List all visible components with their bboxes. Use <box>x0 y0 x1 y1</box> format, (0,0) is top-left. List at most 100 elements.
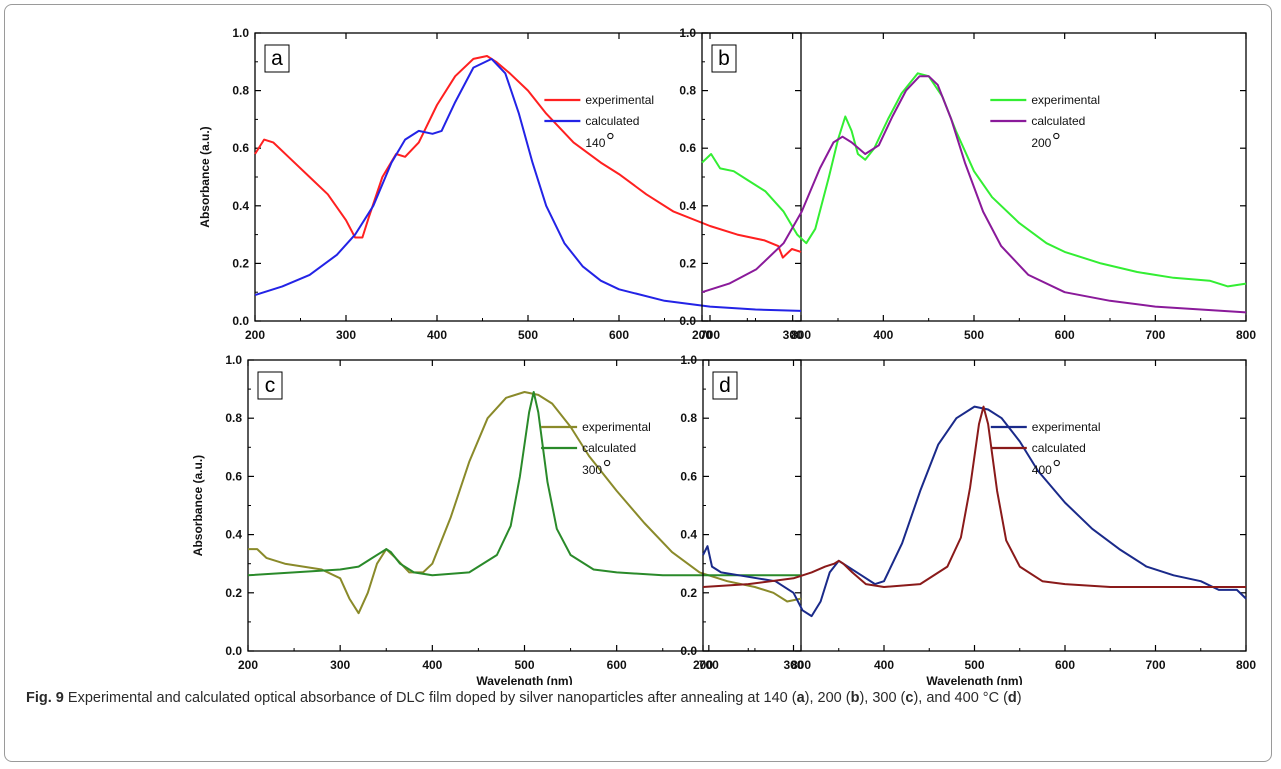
panel-d-series-experimental-line <box>702 405 1247 618</box>
panel-a-xtick-label: 200 <box>245 328 265 342</box>
panel-c-ytick-label: 0.0 <box>225 644 242 658</box>
panel-a-ytick-label: 0.8 <box>232 84 249 98</box>
panel-a-xtick-label: 300 <box>336 328 356 342</box>
panel-b-xtick-label: 500 <box>964 328 984 342</box>
panel-d-ytick-label: 0.4 <box>680 528 697 542</box>
panel-c-ytick-label: 0.8 <box>225 411 242 425</box>
panel-c-series-experimental-line <box>248 391 802 615</box>
panel-b-frame <box>701 32 1247 322</box>
panel-a-legend-label-calculated: calculated <box>585 114 639 128</box>
panel-a-ytick-label: 0.2 <box>232 256 249 270</box>
panel-a-xtick-label: 800 <box>791 328 811 342</box>
panel-a-ytick-label: 0.4 <box>232 199 249 213</box>
panel-c-legend-label-experimental: experimental <box>582 420 651 434</box>
caption-text-d: ), and 400 °C ( <box>913 690 1008 706</box>
panel-d-ytick-label: 1.0 <box>680 353 697 367</box>
caption-text-c: ), 300 ( <box>859 690 906 706</box>
panel-d-xtick-label: 200 <box>693 658 713 672</box>
panel-a-ytick-label: 0.6 <box>232 141 249 155</box>
panel-d-frame <box>702 359 1247 652</box>
panel-b-ytick-label: 0.0 <box>679 314 696 328</box>
panel-b-temperature-label: 200 <box>1031 136 1051 150</box>
panel-c-xtick-label: 500 <box>514 658 534 672</box>
figure-caption: Fig. 9 Experimental and calculated optic… <box>26 688 1241 709</box>
panel-b-letter: b <box>718 47 730 70</box>
panel-a-ylabel: Absorbance (a.u.) <box>198 126 212 227</box>
panel-a-series-experimental-line <box>254 55 802 259</box>
panel-a-letter-box <box>264 44 290 73</box>
panel-c-xtick-label: 300 <box>330 658 350 672</box>
panel-d-xtick-label: 800 <box>1236 658 1256 672</box>
panel-c-ytick-label: 0.2 <box>225 586 242 600</box>
panel-c-xlabel: Wavelength (nm) <box>476 674 572 685</box>
panel-b-ytick-label: 0.4 <box>679 199 696 213</box>
panel-d-xtick-label: 300 <box>783 658 803 672</box>
panel-c-xtick-label: 800 <box>791 658 811 672</box>
panel-b-series-experimental-line <box>701 72 1247 288</box>
panel-d-temperature-label: 400 <box>1032 463 1052 477</box>
panel-d-xtick-label: 400 <box>874 658 894 672</box>
panel-c-letter: c <box>265 374 276 397</box>
panel-a-legend-label-experimental: experimental <box>585 93 654 107</box>
panel-b-xtick-label: 300 <box>783 328 803 342</box>
panel-b-ytick-label: 1.0 <box>679 26 696 40</box>
caption-text-end: ) <box>1016 690 1022 706</box>
panel-b-xtick-label: 200 <box>692 328 712 342</box>
panel-b-xtick-label: 600 <box>1055 328 1075 342</box>
panel-c-temperature-label: 300 <box>582 463 602 477</box>
panel-a-frame <box>254 32 802 322</box>
panel-d-xtick-label: 700 <box>1145 658 1165 672</box>
panel-c-series-calculated-line <box>247 391 801 577</box>
panel-c-xtick-label: 400 <box>422 658 442 672</box>
panel-b-xtick-label: 400 <box>873 328 893 342</box>
panel-c-xtick-label: 200 <box>238 658 258 672</box>
panel-a-ytick-label: 0.0 <box>232 314 249 328</box>
panel-c-ytick-label: 0.4 <box>225 528 242 542</box>
panel-d-ytick-label: 0.6 <box>680 469 697 483</box>
panel-c-degree-mark <box>603 459 611 467</box>
panel-a-series-calculated-line <box>254 57 802 312</box>
panel-c-xtick-label: 600 <box>607 658 627 672</box>
panel-a-xtick-label: 400 <box>427 328 447 342</box>
panel-b-degree-mark <box>1053 132 1060 140</box>
caption-text-a: Experimental and calculated optical abso… <box>63 690 797 706</box>
panel-d-series-calculated-line <box>702 405 1246 588</box>
caption-ref-a: a <box>796 690 805 706</box>
panel-b-ytick-label: 0.8 <box>679 84 696 98</box>
panel-c-legend-label-calculated: calculated <box>582 441 636 455</box>
caption-ref-d: d <box>1007 690 1017 706</box>
panel-d-xtick-label: 600 <box>1055 658 1075 672</box>
panel-c-ytick-label: 0.6 <box>225 469 242 483</box>
panel-d-xlabel: Wavelength (nm) <box>926 674 1022 685</box>
panel-a-degree-mark <box>607 132 614 140</box>
panel-a-xtick-label: 500 <box>518 328 538 342</box>
panel-b-letter-box <box>711 44 737 73</box>
panel-c-ylabel: Absorbance (a.u.) <box>191 455 205 556</box>
caption-text-b: ), 200 ( <box>804 690 851 706</box>
panel-b-ytick-label: 0.6 <box>679 141 696 155</box>
panel-d-letter-box <box>712 371 738 400</box>
panel-a-letter: a <box>271 47 283 70</box>
panel-a-xtick-label: 600 <box>609 328 629 342</box>
panel-b-legend-label-experimental: experimental <box>1031 93 1100 107</box>
panel-b-ytick-label: 0.2 <box>679 256 696 270</box>
panel-a-temperature-label: 140 <box>585 136 605 150</box>
panel-d-xtick-label: 500 <box>964 658 984 672</box>
caption-ref-c: c <box>905 690 914 706</box>
panel-b-series-calculated-line <box>701 75 1247 314</box>
panel-d-degree-mark <box>1053 459 1060 467</box>
panel-d-ytick-label: 0.0 <box>680 644 697 658</box>
panel-b-legend-label-calculated: calculated <box>1031 114 1085 128</box>
caption-label: Fig. 9 <box>26 690 64 706</box>
panel-c-xtick-label: 700 <box>699 658 719 672</box>
panel-d-ytick-label: 0.2 <box>680 586 697 600</box>
panel-a-xtick-label: 700 <box>700 328 720 342</box>
panel-d-letter: d <box>719 374 731 397</box>
panel-d-legend-label-experimental: experimental <box>1032 420 1101 434</box>
panel-d-legend-label-calculated: calculated <box>1032 441 1086 455</box>
figure-frame <box>4 4 1272 762</box>
panel-c-frame <box>247 359 802 652</box>
figure-panels: 200 300 400 500 600 700 800 0.0 0.2 0.4 0.6 0.8 1.0 A… <box>191 26 1256 685</box>
panel-b-xtick-label: 700 <box>1145 328 1165 342</box>
caption-ref-b: b <box>850 690 860 706</box>
